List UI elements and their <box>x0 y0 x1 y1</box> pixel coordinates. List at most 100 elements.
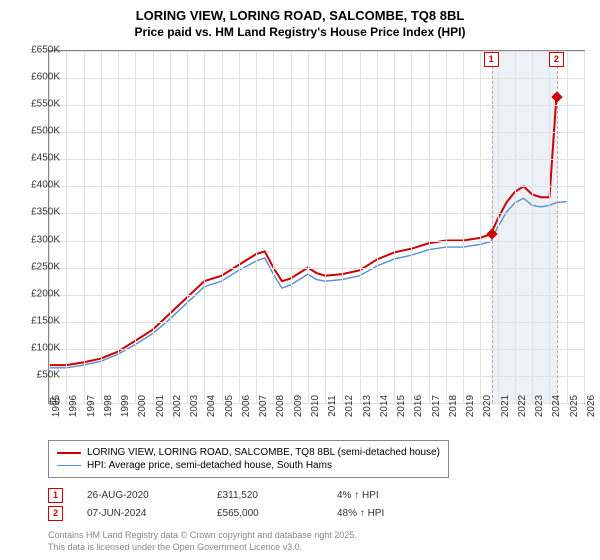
gridline-h <box>49 376 584 377</box>
x-axis-label: 1998 <box>103 395 114 417</box>
x-axis-label: 1997 <box>86 395 97 417</box>
marker-price-2: £565,000 <box>217 508 337 519</box>
x-axis-label: 2023 <box>534 395 545 417</box>
title-line-2: Price paid vs. HM Land Registry's House … <box>0 25 600 41</box>
x-axis-label: 2003 <box>189 395 200 417</box>
x-axis-label: 2002 <box>172 395 183 417</box>
gridline-v <box>153 51 154 403</box>
gridline-v <box>429 51 430 403</box>
gridline-h <box>49 78 584 79</box>
gridline-h <box>49 295 584 296</box>
gridline-v <box>480 51 481 403</box>
y-axis-label: £350K <box>31 207 60 218</box>
x-axis-label: 2019 <box>465 395 476 417</box>
x-axis-label: 2008 <box>275 395 286 417</box>
x-axis-label: 2004 <box>206 395 217 417</box>
x-axis-label: 2000 <box>137 395 148 417</box>
gridline-v <box>532 51 533 403</box>
chart-container: LORING VIEW, LORING ROAD, SALCOMBE, TQ8 … <box>0 0 600 560</box>
gridline-h <box>49 213 584 214</box>
gridline-v <box>308 51 309 403</box>
footer-line-1: Contains HM Land Registry data © Crown c… <box>48 530 357 542</box>
chart-title: LORING VIEW, LORING ROAD, SALCOMBE, TQ8 … <box>0 0 600 40</box>
x-axis-label: 2006 <box>241 395 252 417</box>
gridline-v <box>411 51 412 403</box>
gridline-v <box>118 51 119 403</box>
gridline-v <box>101 51 102 403</box>
gridline-h <box>49 241 584 242</box>
x-axis-label: 2015 <box>396 395 407 417</box>
gridline-h <box>49 132 584 133</box>
title-line-1: LORING VIEW, LORING ROAD, SALCOMBE, TQ8 … <box>0 8 600 25</box>
marker-date-2: 07-JUN-2024 <box>87 508 217 519</box>
gridline-v <box>342 51 343 403</box>
gridline-v <box>273 51 274 403</box>
legend-swatch-1 <box>57 452 81 454</box>
x-axis-label: 2007 <box>258 395 269 417</box>
marker-pct-2: 48% ↑ HPI <box>337 508 447 519</box>
y-axis-label: £250K <box>31 261 60 272</box>
gridline-v <box>377 51 378 403</box>
table-row: 2 07-JUN-2024 £565,000 48% ↑ HPI <box>48 506 447 521</box>
y-axis-label: £650K <box>31 45 60 56</box>
x-axis-label: 2026 <box>586 395 597 417</box>
y-axis-label: £150K <box>31 315 60 326</box>
y-axis-label: £300K <box>31 234 60 245</box>
x-axis-label: 2010 <box>310 395 321 417</box>
gridline-v <box>498 51 499 403</box>
gridline-v <box>84 51 85 403</box>
gridline-v <box>549 51 550 403</box>
footer-line-2: This data is licensed under the Open Gov… <box>48 542 357 554</box>
legend-swatch-2 <box>57 465 81 466</box>
gridline-v <box>222 51 223 403</box>
x-axis-label: 2018 <box>448 395 459 417</box>
x-axis-label: 2020 <box>482 395 493 417</box>
marker-vline <box>557 51 558 403</box>
gridline-v <box>325 51 326 403</box>
legend-row: HPI: Average price, semi-detached house,… <box>57 460 440 471</box>
gridline-v <box>256 51 257 403</box>
table-row: 1 26-AUG-2020 £311,520 4% ↑ HPI <box>48 488 447 503</box>
legend-label-2: HPI: Average price, semi-detached house,… <box>87 460 332 471</box>
gridline-h <box>49 349 584 350</box>
x-axis-label: 2013 <box>362 395 373 417</box>
y-axis-label: £550K <box>31 99 60 110</box>
x-axis-label: 2012 <box>344 395 355 417</box>
gridline-v <box>66 51 67 403</box>
x-axis-label: 2021 <box>500 395 511 417</box>
marker-vline <box>492 51 493 403</box>
gridline-h <box>49 322 584 323</box>
x-axis-label: 2001 <box>155 395 166 417</box>
gridline-v <box>239 51 240 403</box>
marker-date-1: 26-AUG-2020 <box>87 490 217 501</box>
y-axis-label: £500K <box>31 126 60 137</box>
x-axis-label: 2022 <box>517 395 528 417</box>
y-axis-label: £200K <box>31 288 60 299</box>
marker-pct-1: 4% ↑ HPI <box>337 490 447 501</box>
footer: Contains HM Land Registry data © Crown c… <box>48 530 357 553</box>
gridline-v <box>567 51 568 403</box>
y-axis-label: £400K <box>31 180 60 191</box>
gridline-v <box>394 51 395 403</box>
gridline-h <box>49 159 584 160</box>
x-axis-label: 2016 <box>413 395 424 417</box>
y-axis-label: £450K <box>31 153 60 164</box>
gridline-h <box>49 268 584 269</box>
marker-id-2: 2 <box>48 506 63 521</box>
gridline-h <box>49 186 584 187</box>
marker-price-1: £311,520 <box>217 490 337 501</box>
x-axis-label: 1996 <box>68 395 79 417</box>
marker-box: 2 <box>549 52 564 67</box>
gridline-v <box>187 51 188 403</box>
x-axis-label: 2005 <box>224 395 235 417</box>
gridline-v <box>204 51 205 403</box>
gridline-v <box>135 51 136 403</box>
plot-svg <box>49 51 584 403</box>
gridline-v <box>446 51 447 403</box>
marker-table: 1 26-AUG-2020 £311,520 4% ↑ HPI 2 07-JUN… <box>48 485 447 524</box>
x-axis-label: 2024 <box>551 395 562 417</box>
marker-box: 1 <box>484 52 499 67</box>
legend-label-1: LORING VIEW, LORING ROAD, SALCOMBE, TQ8 … <box>87 447 440 458</box>
gridline-h <box>49 51 584 52</box>
legend-row: LORING VIEW, LORING ROAD, SALCOMBE, TQ8 … <box>57 447 440 458</box>
